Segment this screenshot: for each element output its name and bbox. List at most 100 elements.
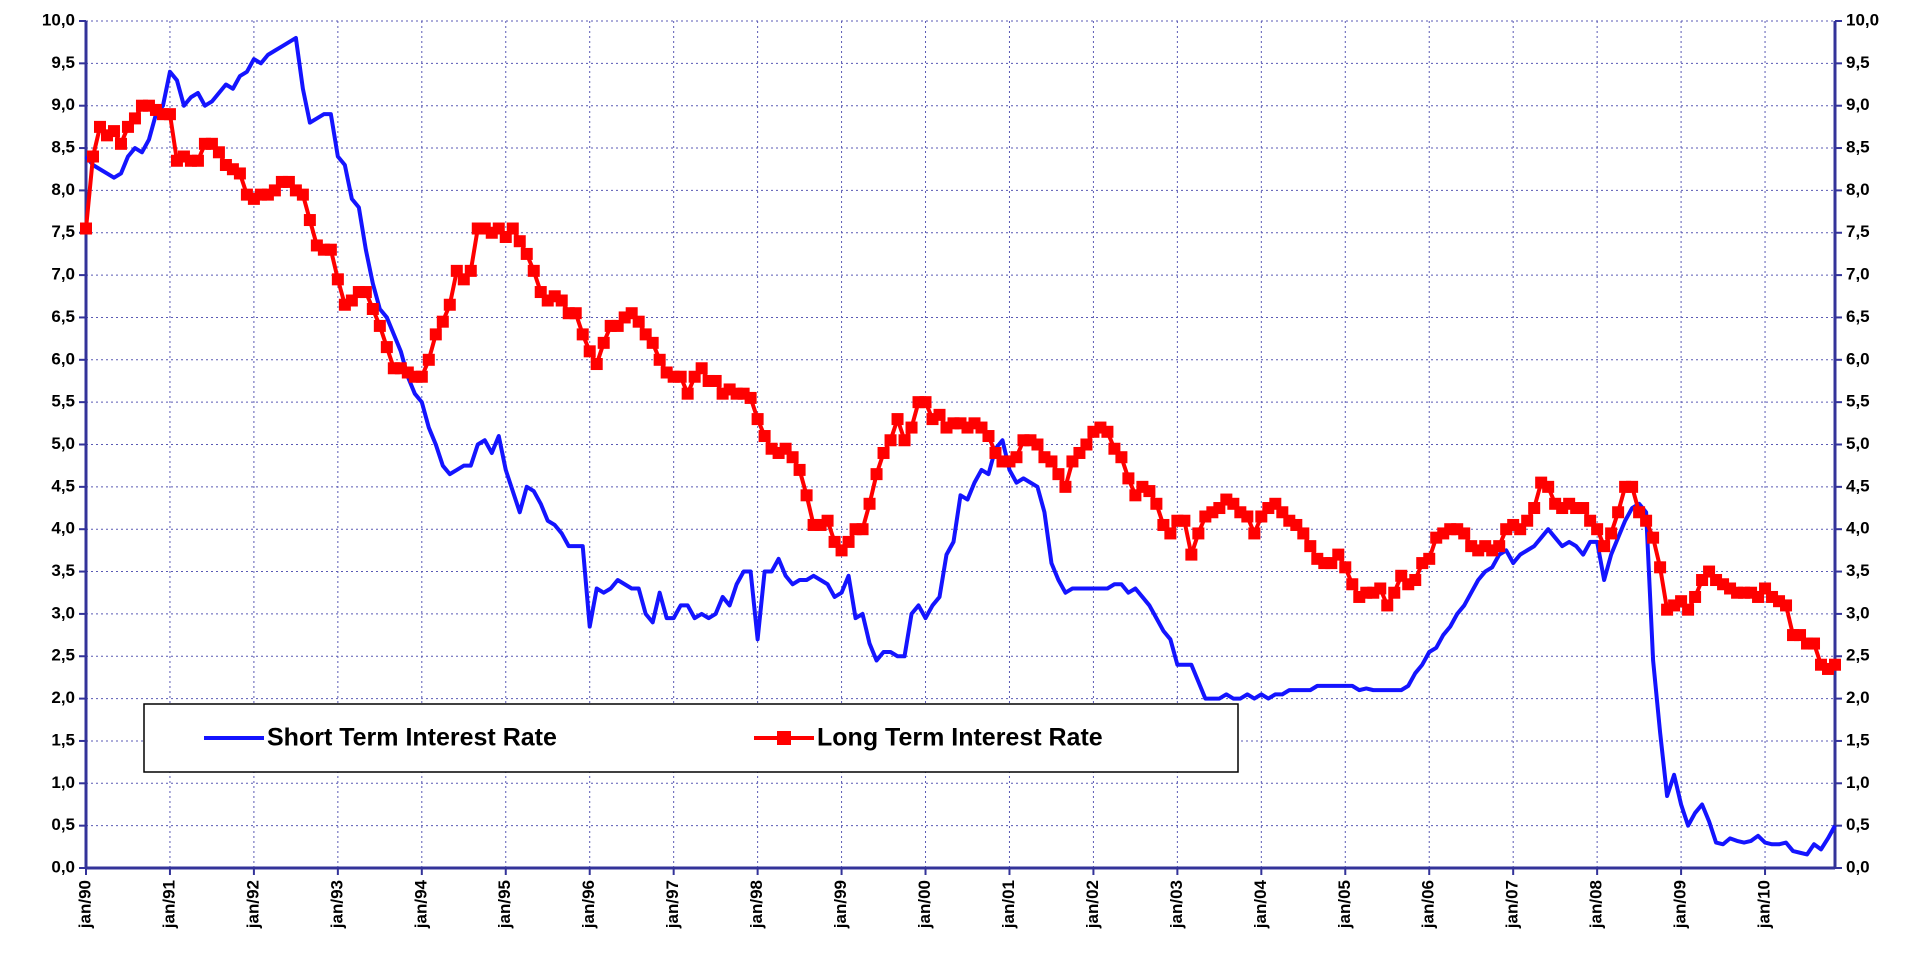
y2-tick-label: 1,0 (1846, 773, 1870, 792)
series-marker (527, 264, 540, 277)
x-tick-label: jan/10 (1755, 880, 1774, 929)
series-marker (884, 434, 897, 447)
series-marker (80, 222, 92, 235)
series-marker (128, 112, 141, 125)
series-marker (1178, 514, 1191, 527)
y-tick-label: 0,5 (51, 815, 75, 834)
series-marker (1521, 514, 1534, 527)
x-tick-label: jan/91 (159, 880, 178, 929)
y-tick-label: 5,0 (51, 434, 75, 453)
legend-label: Short Term Interest Rate (267, 724, 557, 752)
y-tick-label: 0,0 (51, 857, 75, 876)
series-marker (1605, 527, 1618, 540)
series-marker (324, 243, 337, 256)
series-marker (1304, 540, 1317, 553)
series-marker (933, 408, 946, 421)
series-marker (1682, 603, 1695, 616)
series-marker (982, 430, 995, 443)
x-tick-label: jan/07 (1503, 880, 1522, 929)
series-marker (842, 535, 855, 548)
series-marker (331, 273, 344, 286)
series-marker (1010, 451, 1023, 464)
y2-tick-label: 7,0 (1846, 265, 1870, 284)
series-marker (107, 125, 120, 138)
series-marker (303, 214, 316, 227)
x-tick-label: jan/90 (75, 880, 94, 929)
x-tick-label: jan/03 (1167, 880, 1186, 929)
series-marker (513, 235, 526, 248)
series-marker (877, 446, 890, 459)
legend-box (143, 703, 1239, 773)
y-tick-label: 8,0 (51, 180, 75, 199)
series-marker (583, 345, 596, 358)
x-tick-label: jan/06 (1419, 880, 1438, 929)
legend-marker (777, 731, 791, 745)
series-marker (1388, 586, 1401, 599)
x-tick-label: jan/04 (1251, 879, 1270, 929)
series-marker (891, 413, 904, 426)
x-tick-label: jan/98 (747, 880, 766, 929)
series-marker (1192, 527, 1205, 540)
series-marker (506, 222, 519, 235)
x-tick-label: jan/95 (495, 880, 514, 929)
series-marker (863, 497, 876, 510)
series-marker (653, 353, 666, 366)
series-marker (212, 146, 225, 159)
series-marker (597, 336, 610, 349)
y2-tick-label: 5,0 (1846, 434, 1870, 453)
x-tick-label: jan/94 (411, 879, 430, 929)
x-tick-label: jan/96 (579, 880, 598, 929)
series-marker (114, 137, 127, 150)
series-marker (751, 413, 764, 426)
y2-tick-label: 0,0 (1846, 857, 1870, 876)
series-marker (632, 315, 645, 328)
series-marker (1101, 425, 1114, 438)
series-marker (1241, 510, 1254, 523)
y2-tick-label: 1,5 (1846, 730, 1870, 749)
series-marker (569, 307, 582, 320)
series-marker (555, 294, 568, 307)
y-tick-label: 9,0 (51, 95, 75, 114)
y-tick-label: 2,5 (51, 646, 75, 665)
y2-tick-label: 0,5 (1846, 815, 1870, 834)
y2-tick-label: 8,5 (1846, 138, 1870, 157)
series-marker (1598, 540, 1611, 553)
series-marker (1045, 455, 1058, 468)
series-marker (1143, 485, 1156, 498)
series-marker (674, 370, 687, 383)
series-marker (373, 319, 386, 332)
x-tick-label: jan/00 (915, 880, 934, 929)
x-tick-label: jan/97 (663, 880, 682, 929)
series-marker (429, 328, 442, 341)
series-marker (1332, 548, 1345, 561)
series-line (84, 35, 1837, 857)
y-tick-label: 4,5 (51, 476, 75, 495)
series-marker (758, 430, 771, 443)
y-tick-label: 4,0 (51, 519, 75, 538)
series-marker (464, 264, 477, 277)
series-marker (1150, 497, 1163, 510)
y-tick-label: 3,5 (51, 561, 75, 580)
series-marker (1640, 514, 1653, 527)
series-marker (380, 341, 393, 354)
x-tick-label: jan/01 (999, 880, 1018, 929)
x-tick-label: jan/05 (1335, 880, 1354, 929)
y2-tick-label: 4,5 (1846, 476, 1870, 495)
series-marker (681, 387, 694, 400)
y2-tick-label: 5,5 (1846, 392, 1870, 411)
y-tick-label: 10,0 (42, 10, 75, 29)
series-marker (1654, 561, 1667, 574)
series-marker (1458, 527, 1471, 540)
series-marker (1591, 523, 1604, 536)
x-tick-label: jan/92 (243, 880, 262, 929)
series-marker (1115, 451, 1128, 464)
y-tick-label: 1,5 (51, 730, 75, 749)
series-marker (366, 302, 379, 315)
x-tick-label: jan/09 (1671, 880, 1690, 929)
series-marker (443, 298, 456, 311)
series-marker (1374, 582, 1387, 595)
series-marker (1052, 468, 1065, 481)
y2-tick-label: 10,0 (1846, 10, 1879, 29)
x-tick-label: jan/02 (1083, 880, 1102, 929)
series-marker (163, 108, 176, 121)
